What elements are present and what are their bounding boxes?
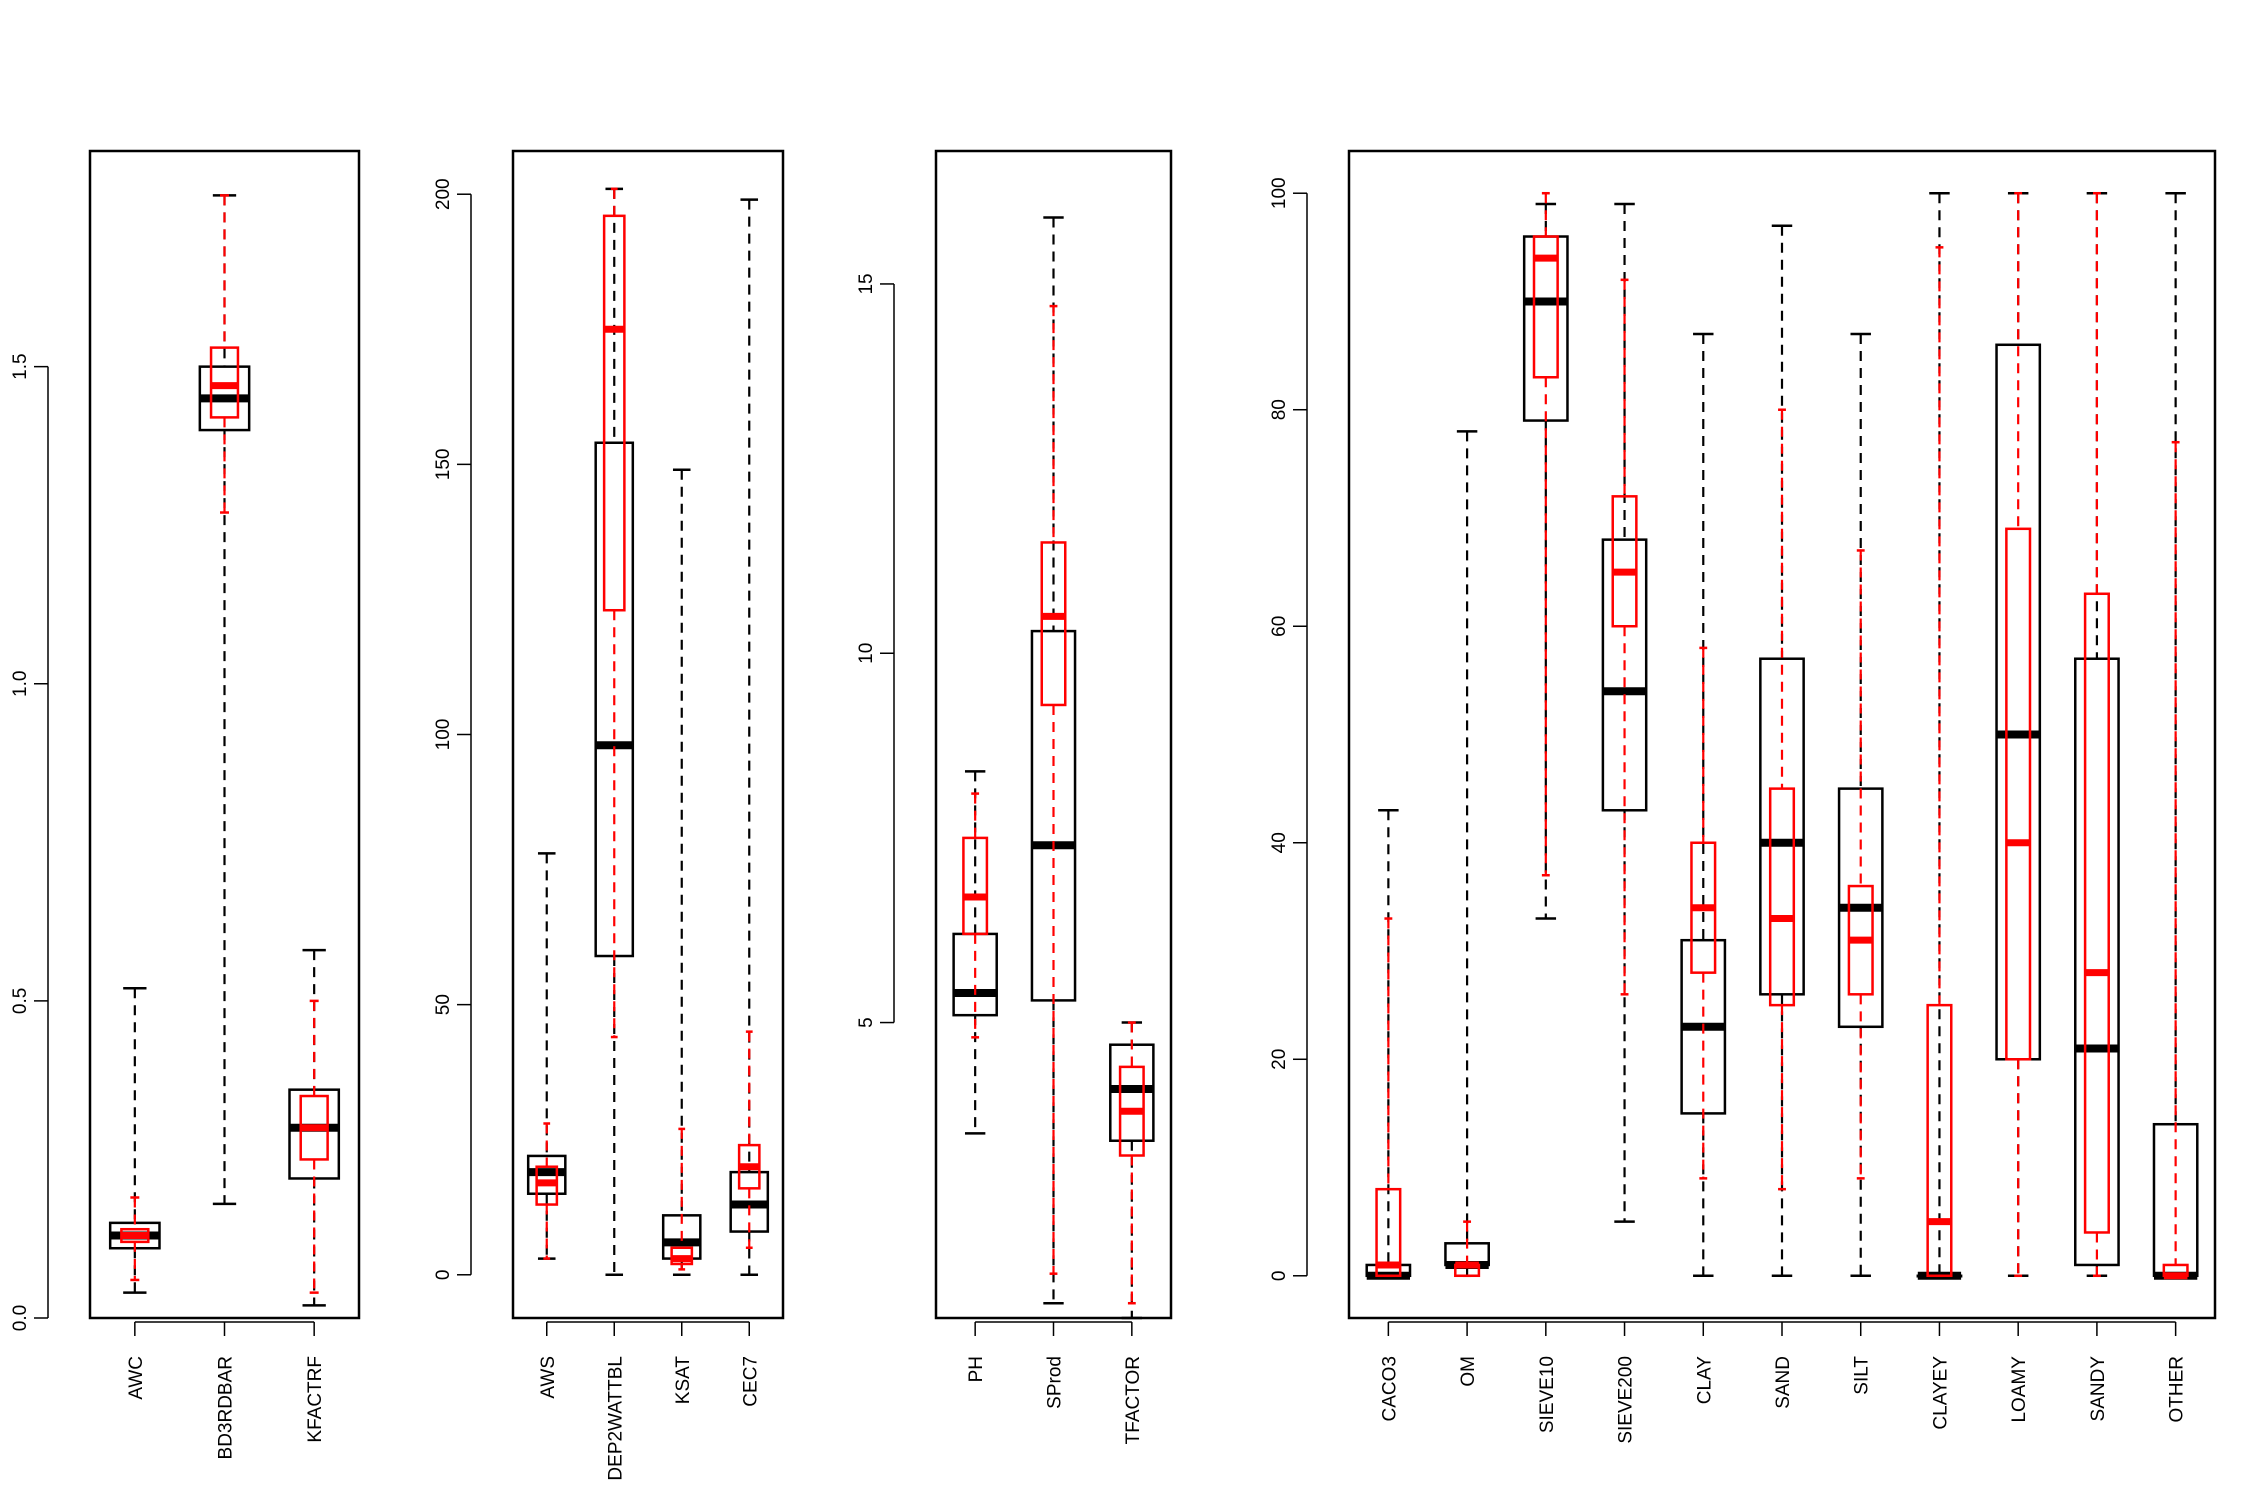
plot-frame <box>88 149 361 1320</box>
x-tick-label: CLAY <box>1694 1356 1715 1405</box>
y-tick-label: 150 <box>433 449 454 481</box>
box-iqr <box>1532 235 1559 379</box>
y-tick-label: 60 <box>1269 616 1290 637</box>
x-tick-label: SANDY <box>2088 1356 2109 1422</box>
box-red-aws <box>535 1122 559 1260</box>
x-tick-label: CLAYEY <box>1930 1356 1951 1430</box>
y-tick-label: 20 <box>1269 1049 1290 1070</box>
box-iqr <box>2005 527 2032 1061</box>
box-black-aws <box>526 852 567 1260</box>
x-tick-label: CEC7 <box>740 1356 761 1407</box>
box-black-cec7 <box>729 198 770 1277</box>
x-tick-label: LOAMY <box>2009 1356 2030 1423</box>
x-tick-label: BD3RDBAR <box>216 1356 237 1459</box>
box-red-sprod <box>1040 304 1067 1275</box>
x-tick-label: SILT <box>1852 1356 1873 1395</box>
y-tick-label: 50 <box>433 994 454 1015</box>
box-iqr <box>1040 541 1067 707</box>
box-iqr <box>1611 495 1638 628</box>
panel-3: 5 10 15 PH SProd TFACTOR <box>856 149 1173 1444</box>
y-tick-label: 100 <box>433 719 454 751</box>
y-tick-label: 10 <box>856 643 877 664</box>
y-tick-label: 80 <box>1269 399 1290 420</box>
x-tick-label: KSAT <box>673 1356 694 1405</box>
plot-frame <box>511 149 785 1320</box>
box-iqr <box>2074 657 2120 1267</box>
box-black-om <box>1444 430 1490 1278</box>
x-tick-label: SIEVE10 <box>1537 1356 1558 1433</box>
y-tick-label: 100 <box>1269 177 1290 209</box>
box-red-clayey <box>1926 246 1953 1278</box>
box-red-sieve200 <box>1611 278 1638 996</box>
y-tick-label: 0.5 <box>10 988 31 1014</box>
box-red-clay <box>1690 646 1717 1180</box>
box-iqr <box>1522 235 1569 422</box>
x-tick-label: SProd <box>1045 1356 1066 1409</box>
box-red-tfactor <box>1118 1021 1145 1305</box>
box-red-other <box>2162 440 2189 1280</box>
panel-1: 0.0 0.5 1.0 1.5 AWC BD3RDBAR KFACTRF <box>10 149 361 1459</box>
box-red-caco3 <box>1375 917 1402 1278</box>
box-iqr <box>1375 1187 1402 1278</box>
box-iqr <box>2083 592 2110 1234</box>
x-tick-label: OTHER <box>2167 1356 2188 1423</box>
x-tick-label: OM <box>1458 1356 1479 1387</box>
box-red-awc <box>120 1196 150 1282</box>
panel-4: 0 20 40 60 80 100 CACO3 OM SIEVE10 SIEVE200 CLAY SA… <box>1269 149 2217 1444</box>
x-tick-label: SAND <box>1773 1356 1794 1409</box>
x-tick-label: PH <box>966 1356 987 1382</box>
y-tick-label: 0 <box>433 1269 454 1280</box>
x-tick-label: SIEVE200 <box>1616 1356 1637 1444</box>
y-tick-label: 0 <box>1269 1270 1290 1281</box>
box-iqr <box>1759 657 1805 996</box>
y-tick-label: 5 <box>856 1017 877 1028</box>
box-red-ph <box>962 792 989 1039</box>
plot-frame <box>934 149 1173 1320</box>
box-iqr <box>1601 538 1648 812</box>
y-tick-label: 1.5 <box>10 353 31 379</box>
box-iqr <box>1768 787 1796 1007</box>
plot-frame <box>1347 149 2217 1320</box>
x-tick-label: CACO3 <box>1379 1356 1400 1421</box>
y-tick-label: 1.0 <box>10 671 31 697</box>
box-red-silt <box>1847 549 1874 1180</box>
box-red-cec7 <box>737 1030 761 1250</box>
x-tick-label: KFACTRF <box>305 1356 326 1443</box>
box-red-kfactrf <box>299 999 329 1294</box>
y-tick-label: 15 <box>856 273 877 294</box>
x-tick-label: TFACTOR <box>1123 1356 1144 1444</box>
panel-2: 0 50 100 150 200 AWS DEP2WATTBL KSAT CEC7 <box>433 149 785 1481</box>
box-black-sieve200 <box>1601 202 1648 1223</box>
x-tick-label: AWC <box>126 1356 147 1400</box>
box-red-bd3rdbar <box>209 194 240 514</box>
y-tick-label: 40 <box>1269 832 1290 853</box>
box-red-sieve10 <box>1532 191 1559 877</box>
y-tick-label: 0.0 <box>10 1305 31 1331</box>
x-tick-label: AWS <box>538 1356 559 1399</box>
box-iqr <box>602 214 626 612</box>
x-tick-label: DEP2WATTBL <box>605 1356 626 1481</box>
y-tick-label: 200 <box>433 178 454 210</box>
box-iqr <box>1926 1003 1953 1278</box>
box-red-om <box>1454 1220 1481 1278</box>
box-red-dep2wattbl <box>602 187 626 1039</box>
box-red-sandy <box>2083 191 2110 1278</box>
box-red-sand <box>1768 408 1796 1191</box>
box-red-loamy <box>2005 191 2032 1278</box>
box-red-ksat <box>670 1127 694 1271</box>
box-iqr <box>962 836 989 936</box>
